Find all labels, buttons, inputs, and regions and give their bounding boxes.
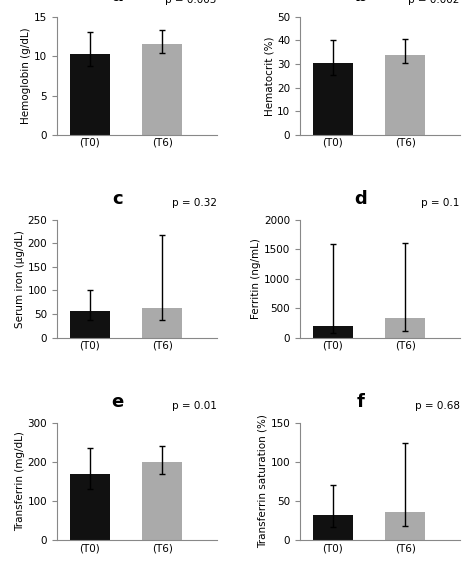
- Bar: [385, 318, 425, 338]
- Text: f: f: [357, 393, 365, 411]
- Text: p = 0.003: p = 0.003: [165, 0, 217, 5]
- Text: a: a: [112, 0, 124, 5]
- Y-axis label: Hematocrit (%): Hematocrit (%): [264, 36, 274, 115]
- Text: b: b: [354, 0, 367, 5]
- Bar: [313, 326, 353, 338]
- Y-axis label: Serum iron (μg/dL): Serum iron (μg/dL): [15, 230, 25, 328]
- Text: p = 0.32: p = 0.32: [172, 198, 217, 208]
- Bar: [70, 54, 109, 135]
- Bar: [385, 55, 425, 135]
- Text: p = 0.68: p = 0.68: [415, 401, 460, 411]
- Bar: [70, 311, 109, 338]
- Y-axis label: Hemoglobin (g/dL): Hemoglobin (g/dL): [21, 28, 31, 124]
- Text: p = 0.01: p = 0.01: [172, 401, 217, 411]
- Bar: [385, 512, 425, 540]
- Text: p = 0.1: p = 0.1: [421, 198, 460, 208]
- Text: c: c: [112, 190, 123, 208]
- Bar: [313, 515, 353, 540]
- Bar: [142, 309, 182, 338]
- Bar: [70, 473, 109, 540]
- Y-axis label: Transferrin (mg/dL): Transferrin (mg/dL): [15, 432, 25, 531]
- Bar: [142, 462, 182, 540]
- Text: d: d: [354, 190, 367, 208]
- Bar: [313, 64, 353, 135]
- Text: e: e: [111, 393, 124, 411]
- Y-axis label: Ferritin (ng/mL): Ferritin (ng/mL): [251, 238, 261, 319]
- Y-axis label: Transferrin saturation (%): Transferrin saturation (%): [258, 414, 268, 548]
- Bar: [142, 43, 182, 135]
- Text: p = 0.002: p = 0.002: [409, 0, 460, 5]
